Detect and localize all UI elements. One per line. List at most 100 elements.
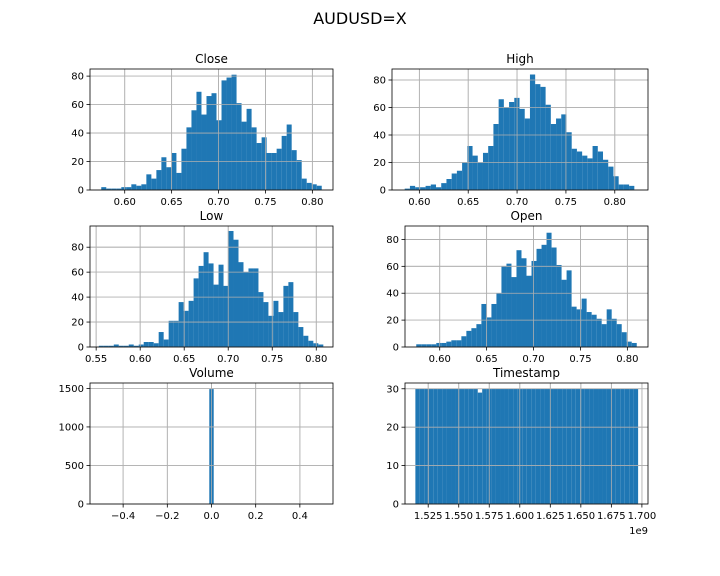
histogram-bar <box>556 264 562 347</box>
histogram-bar <box>441 342 447 347</box>
histogram-bar <box>506 263 512 347</box>
x-tick-label: 0.60 <box>408 197 430 208</box>
y-tick-label: 60 <box>71 268 84 279</box>
histogram-bar <box>575 388 581 504</box>
histogram-bar <box>451 340 457 347</box>
histogram-bar <box>281 135 287 190</box>
histogram-bar <box>191 110 197 190</box>
histogram-bar <box>504 388 509 504</box>
histogram-bar <box>273 300 279 347</box>
histogram-bar <box>631 342 637 347</box>
histogram-bar <box>624 388 630 504</box>
histogram-bar <box>278 312 284 347</box>
histogram-bar <box>476 324 482 347</box>
histogram-bar <box>536 248 542 347</box>
histogram-bar <box>456 170 463 190</box>
histogram-bar <box>101 187 107 190</box>
x-tick-label: 0.65 <box>475 354 497 365</box>
histogram-bar <box>123 345 129 347</box>
y-tick-label: 30 <box>386 384 399 395</box>
histogram-bar <box>226 77 232 190</box>
histogram-bar <box>263 302 269 347</box>
histogram-bar <box>404 188 410 190</box>
histogram-bar <box>456 340 462 347</box>
histogram-bar <box>421 344 427 347</box>
histogram-bar <box>296 160 302 190</box>
histogram-bar <box>540 388 545 504</box>
histogram-bar <box>208 263 214 347</box>
histogram-bar <box>601 324 607 347</box>
histogram-bar <box>613 176 619 190</box>
panel-title: Volume <box>189 366 234 380</box>
histogram-bar <box>121 187 127 190</box>
histogram-bar <box>221 80 227 190</box>
figure-title: AUDUSD=X <box>313 9 407 28</box>
histogram-bar <box>271 152 277 190</box>
histogram-bar <box>451 173 457 190</box>
histogram-bar <box>629 388 634 504</box>
histogram-bar <box>183 310 189 347</box>
histogram-bar <box>531 260 537 347</box>
histogram-bar <box>495 388 501 504</box>
histogram-bar <box>106 188 112 190</box>
histogram-bar <box>116 188 122 190</box>
x-tick-label: 1.700 <box>628 511 657 522</box>
histogram-bar <box>592 146 598 190</box>
panel-title: High <box>506 52 534 66</box>
histogram-bar <box>481 303 487 347</box>
histogram-bar <box>576 151 583 190</box>
histogram-bar <box>211 93 217 190</box>
histogram-bar <box>188 300 194 347</box>
histogram-bar <box>206 96 212 190</box>
histogram-bar <box>233 239 239 347</box>
histogram-bar <box>286 124 292 190</box>
histogram-bar <box>268 315 274 347</box>
y-tick-label: 20 <box>386 316 399 327</box>
x-tick-label: 0.0 <box>204 511 220 522</box>
histogram-bar <box>442 388 447 504</box>
histogram-bar <box>266 152 272 190</box>
panel-title: Timestamp <box>492 366 560 380</box>
histogram-bar <box>550 124 557 190</box>
histogram-bar <box>519 108 525 190</box>
histogram-bar <box>238 262 244 347</box>
histogram-bar <box>308 340 314 347</box>
histogram-bar <box>301 178 307 190</box>
histogram-bar <box>446 341 452 347</box>
histogram-bar <box>276 148 282 190</box>
histogram-bar <box>425 185 431 190</box>
y-tick-label: 20 <box>71 318 84 329</box>
histogram-bar <box>606 388 612 504</box>
histogram-bar <box>587 158 593 190</box>
histogram-bar <box>467 146 473 190</box>
histogram-bar <box>591 314 597 347</box>
histogram-bar <box>626 341 632 347</box>
axes-frame <box>404 225 649 348</box>
x-tick-label: 1.550 <box>444 511 473 522</box>
histogram-bar <box>201 114 207 190</box>
histogram-bar <box>146 174 152 190</box>
histogram-bar <box>293 312 299 347</box>
histogram-bar <box>151 178 157 190</box>
histogram-bar <box>409 185 416 190</box>
histogram-bar <box>306 182 312 190</box>
histogram-bar <box>416 344 422 347</box>
histogram-bar <box>291 150 297 190</box>
histogram-bar <box>522 388 527 504</box>
histogram-bar <box>571 388 576 504</box>
histogram-bar <box>597 151 604 190</box>
histogram-bar <box>521 258 527 347</box>
y-tick-label: 0 <box>78 500 84 511</box>
x-tick-label: 1.625 <box>536 511 565 522</box>
histogram-bar <box>511 277 517 347</box>
histogram-bar <box>602 388 607 504</box>
x-tick-label: 0.75 <box>254 197 276 208</box>
histogram-bar <box>441 183 447 190</box>
y-tick-label: 40 <box>71 129 84 140</box>
histogram-bar <box>298 327 304 347</box>
histogram-bar <box>431 344 437 347</box>
histogram-bar <box>608 166 614 190</box>
histogram-bar <box>526 275 532 347</box>
x-tick-label: 0.60 <box>429 354 451 365</box>
histogram-bar <box>551 247 557 347</box>
